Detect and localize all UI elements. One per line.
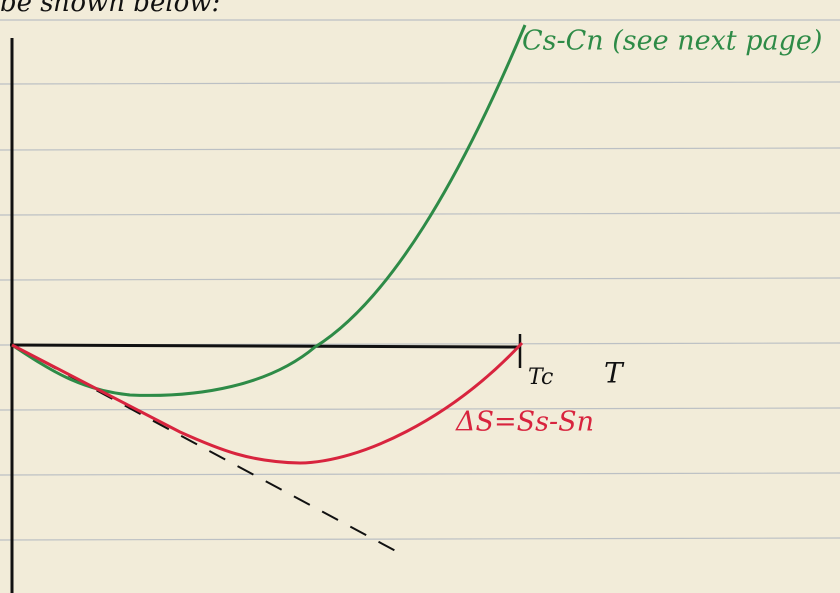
- notebook-sketch: be shown below: Cs-Cn (see next page) Tc…: [0, 0, 840, 593]
- red-curve-label: ΔS=Ss-Sn: [455, 407, 594, 438]
- green-curve-label: Cs-Cn (see next page): [522, 26, 822, 57]
- paper: [0, 0, 840, 593]
- header-text: be shown below:: [0, 0, 220, 18]
- x-axis: [10, 345, 520, 347]
- tc-label: Tc: [528, 365, 553, 390]
- page: be shown below: Cs-Cn (see next page) Tc…: [0, 0, 840, 593]
- t-axis-label: T: [604, 357, 625, 390]
